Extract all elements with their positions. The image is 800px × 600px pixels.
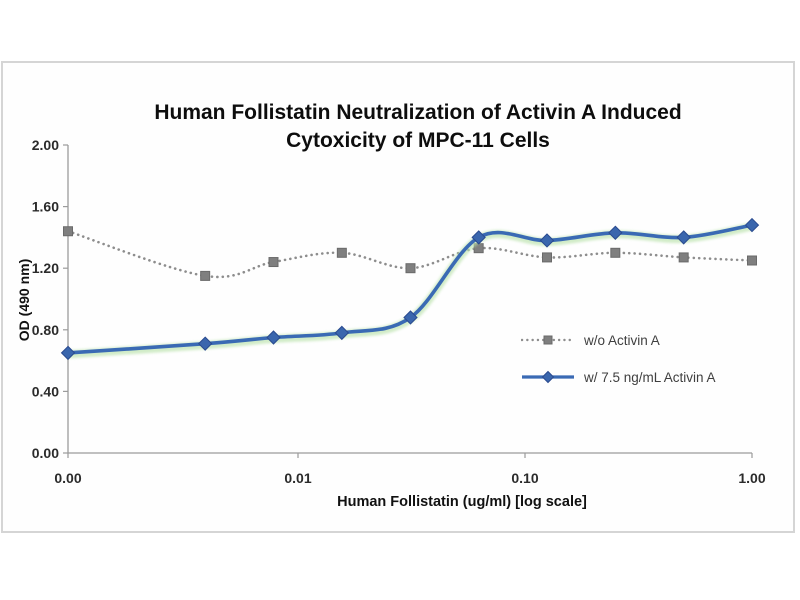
chart-canvas: 0.00 0.40 0.80 1.20 1.60 2.00 0.00 0.01 0.10 1.00 [32, 137, 766, 486]
diamond-marker-icon [197, 336, 213, 351]
y-axis-label: OD (490 nm) [16, 258, 32, 342]
diamond-marker-icon [334, 325, 350, 341]
x-tick-label: 0.00 [54, 470, 81, 486]
legend-sample-dotted-gray-icon [520, 333, 576, 347]
x-axis-label: Human Follistatin (ug/ml) [log scale] [337, 494, 587, 510]
legend-sample-solid-blue-icon [521, 370, 575, 384]
square-marker-icon [63, 226, 73, 237]
diamond-marker-icon [676, 230, 691, 245]
square-marker-icon [200, 270, 211, 281]
y-tick-label: 2.00 [32, 137, 59, 153]
chart-title-line-1: Human Follistatin Neutralization of Acti… [154, 101, 682, 124]
square-marker-icon [405, 263, 416, 274]
square-marker-icon [336, 247, 347, 258]
diamond-marker-icon [60, 345, 76, 361]
legend-item-with-activin: w/ 7.5 ng/mL Activin A [521, 368, 716, 386]
series-line-1 [67, 223, 753, 355]
square-marker-icon [747, 255, 757, 266]
chart-title: Human Follistatin Neutralization of Acti… [154, 99, 681, 155]
x-tick-label: 0.10 [511, 470, 538, 486]
chart-panel: Human Follistatin Neutralization of Acti… [3, 63, 793, 531]
diamond-marker-icon [608, 225, 623, 240]
legend-item-without-activin: w/o Activin A [520, 331, 716, 349]
y-tick-label: 1.60 [32, 199, 59, 215]
legend: w/o Activin A w/ 7.5 ng/mL Activin A [520, 331, 716, 405]
diamond-marker-icon [744, 217, 760, 233]
diamond-marker-icon [471, 230, 486, 245]
square-marker-icon [610, 247, 621, 258]
legend-label: w/ 7.5 ng/mL Activin A [584, 369, 716, 385]
y-tick-label: 0.80 [32, 322, 59, 338]
diamond-marker-icon [539, 233, 555, 248]
legend-label: w/o Activin A [584, 332, 660, 348]
x-tick-label: 1.00 [738, 470, 765, 486]
square-marker-icon [268, 257, 279, 268]
axes [67, 145, 752, 454]
x-tick-label: 0.01 [284, 470, 311, 486]
diamond-marker-icon [403, 310, 418, 325]
diamond-marker-icon [266, 330, 281, 345]
y-tick-label: 0.40 [32, 383, 59, 399]
chart-title-line-2: Cytoxicity of MPC-11 Cells [286, 129, 550, 152]
square-marker-icon [541, 252, 552, 263]
y-tick-label: 0.00 [32, 445, 59, 461]
y-tick-label: 1.20 [32, 260, 59, 276]
series-line-0 [66, 229, 754, 279]
square-marker-icon [678, 252, 689, 263]
